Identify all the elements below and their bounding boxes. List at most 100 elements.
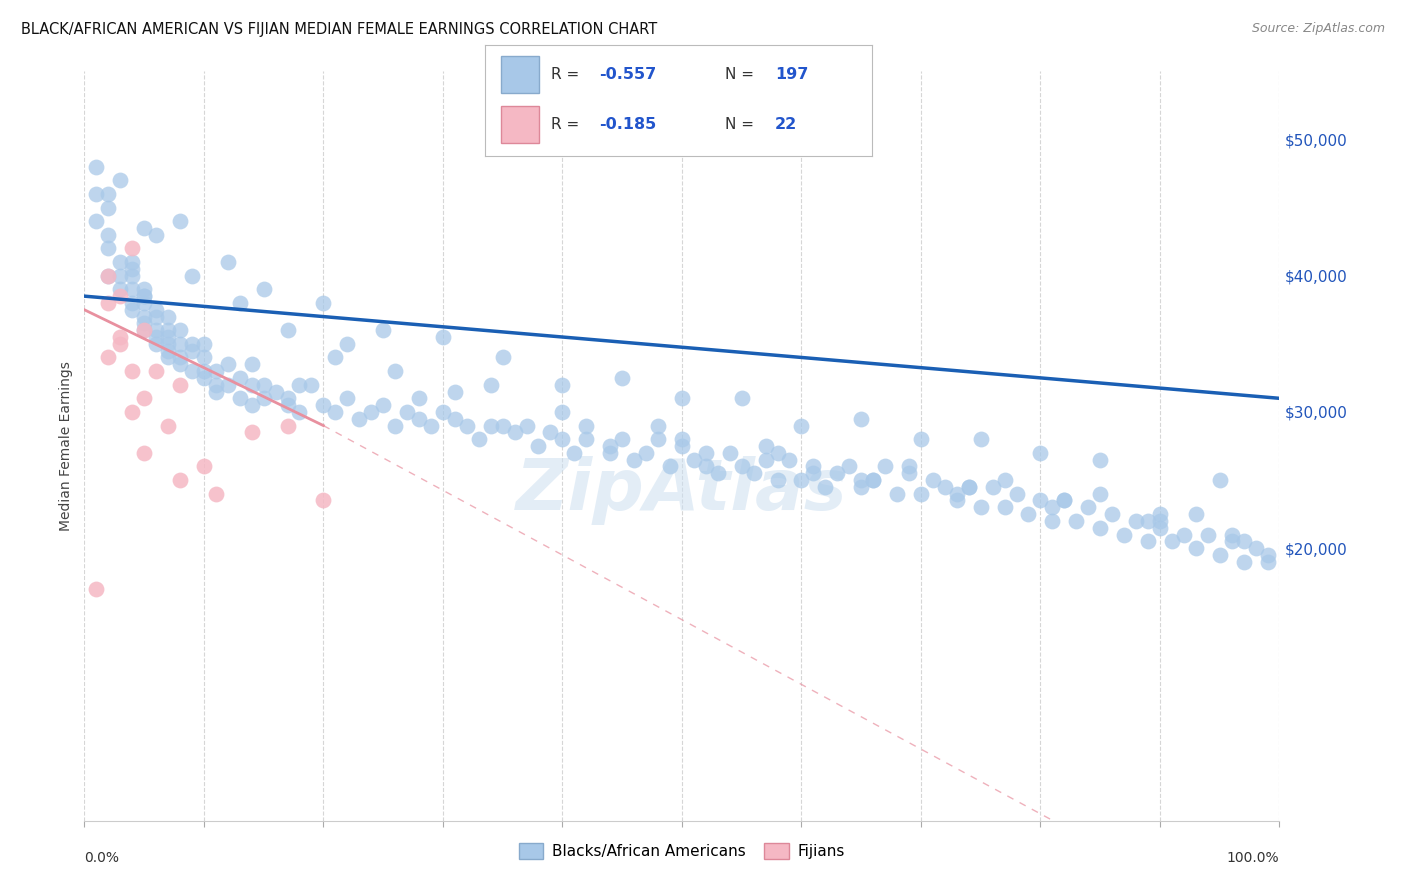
Point [755,452,778,467]
Point [169,473,191,487]
Point [779,452,801,467]
Point [384,418,406,433]
Point [1149,507,1171,521]
Point [97,296,120,310]
Point [1077,500,1099,515]
Point [910,486,932,500]
Point [910,432,932,446]
Point [492,418,515,433]
Point [110,336,132,351]
Point [862,473,884,487]
Point [875,459,897,474]
Point [647,418,669,433]
Text: 0.0%: 0.0% [84,851,120,864]
Point [838,459,860,474]
Point [145,302,167,317]
Point [264,384,287,399]
Point [599,446,621,460]
Point [1005,486,1028,500]
Point [97,268,120,283]
Point [157,336,180,351]
Text: R =: R = [551,117,583,132]
Point [827,467,849,481]
Point [1137,514,1160,528]
Point [946,493,969,508]
Point [1149,514,1171,528]
Point [1149,521,1171,535]
Point [169,357,191,371]
Point [181,343,204,358]
Point [145,323,167,337]
Point [132,392,156,406]
Point [97,351,120,365]
Point [132,310,156,324]
Point [1209,473,1232,487]
Point [731,392,754,406]
Point [193,459,215,474]
Point [886,486,908,500]
Point [312,493,335,508]
Point [922,473,945,487]
Point [1220,527,1243,541]
Point [1066,514,1088,528]
Point [898,459,921,474]
Point [1101,507,1123,521]
Point [790,473,813,487]
Point [1090,521,1112,535]
Point [444,411,467,425]
Point [671,432,693,446]
Point [575,432,598,446]
Point [492,351,515,365]
Point [994,473,1017,487]
Point [145,310,167,324]
Point [671,439,693,453]
Point [695,446,717,460]
Point [325,351,347,365]
Point [695,459,717,474]
Point [540,425,562,440]
Point [468,432,491,446]
Point [851,480,873,494]
Point [1125,514,1147,528]
Point [444,384,467,399]
Point [432,330,454,344]
Point [479,377,502,392]
Point [671,392,693,406]
Point [229,296,252,310]
Point [132,323,156,337]
Point [1042,500,1064,515]
Point [755,439,778,453]
Point [803,467,825,481]
Point [181,364,204,378]
Point [479,418,502,433]
Point [240,398,263,412]
Bar [501,56,538,93]
Point [957,480,980,494]
Point [97,242,120,256]
Text: -0.185: -0.185 [599,117,657,132]
Point [97,201,120,215]
Point [312,296,335,310]
Point [683,452,706,467]
Text: Source: ZipAtlas.com: Source: ZipAtlas.com [1251,22,1385,36]
Point [145,364,167,378]
Point [205,486,228,500]
Point [1197,527,1219,541]
Point [623,452,645,467]
Point [527,439,550,453]
Point [420,418,443,433]
Point [349,411,371,425]
Point [240,357,263,371]
Point [1053,493,1076,508]
Point [86,160,108,174]
Point [1209,548,1232,562]
Point [1042,514,1064,528]
Point [551,432,574,446]
Point [1053,493,1076,508]
Point [934,480,956,494]
Point [121,405,143,419]
Point [312,398,335,412]
Point [862,473,884,487]
Point [169,323,191,337]
Point [373,398,395,412]
